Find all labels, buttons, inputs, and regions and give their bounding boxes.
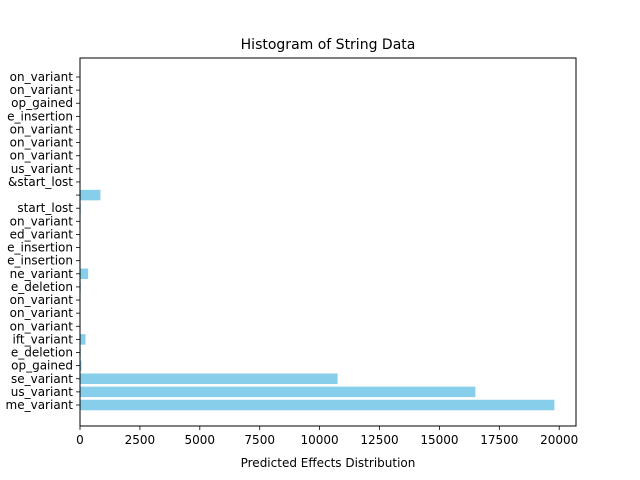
x-tick-label: 2500 (125, 433, 156, 447)
y-tick-label: us_variant (11, 385, 74, 399)
y-tick-label: on_variant (10, 319, 74, 333)
y-tick-label: us_variant (11, 162, 74, 176)
x-tick-label: 12500 (360, 433, 398, 447)
x-tick-label: 10000 (301, 433, 339, 447)
plot-frame (79, 57, 577, 427)
y-tick-label: ne_variant (10, 267, 74, 281)
x-tick-label: 15000 (420, 433, 458, 447)
y-tick-label: op_gained (11, 96, 73, 110)
y-tick-label: e_deletion (11, 346, 73, 360)
bar (80, 399, 555, 411)
y-tick-label: on_variant (10, 70, 74, 84)
x-tick-label: 5000 (185, 433, 216, 447)
x-tick-label: 20000 (540, 433, 578, 447)
y-tick-label: ift_variant (13, 332, 74, 346)
x-axis-label: Predicted Effects Distribution (241, 456, 416, 470)
y-tick-label: on_variant (10, 306, 74, 320)
y-tick-label: start_lost (17, 201, 73, 215)
bar (80, 373, 338, 385)
bar (80, 189, 101, 201)
x-tick-label: 7500 (244, 433, 275, 447)
chart-title: Histogram of String Data (241, 37, 416, 53)
y-ticks-group: me_variantus_variantse_variantop_gainede… (6, 70, 80, 412)
x-ticks-group: 0 2500 5000 7500 10000 12500 15000 17500 20000 (76, 426, 578, 447)
bars-group (80, 71, 555, 411)
x-tick-label: 0 (76, 433, 84, 447)
y-tick-label: ed_variant (10, 227, 74, 241)
y-tick-label: on_variant (10, 214, 74, 228)
y-tick-label: e_insertion (7, 254, 73, 268)
y-tick-label: on_variant (10, 149, 74, 163)
y-tick-label: me_variant (6, 398, 74, 412)
y-tick-label: on_variant (10, 136, 74, 150)
y-tick-label: e_deletion (11, 280, 73, 294)
y-tick-label: &start_lost (8, 175, 73, 189)
y-tick-label: se_variant (11, 372, 73, 386)
y-tick-label: on_variant (10, 122, 74, 136)
bar (80, 334, 86, 345)
y-tick-label: op_gained (11, 359, 73, 373)
y-tick-label: on_variant (10, 83, 74, 97)
y-tick-label: on_variant (10, 293, 74, 307)
bar (80, 386, 476, 398)
bar (80, 360, 82, 371)
y-tick-label: e_insertion (7, 241, 73, 255)
x-tick-label: 17500 (480, 433, 518, 447)
y-tick-label: e_insertion (7, 109, 73, 123)
bar (80, 268, 89, 280)
